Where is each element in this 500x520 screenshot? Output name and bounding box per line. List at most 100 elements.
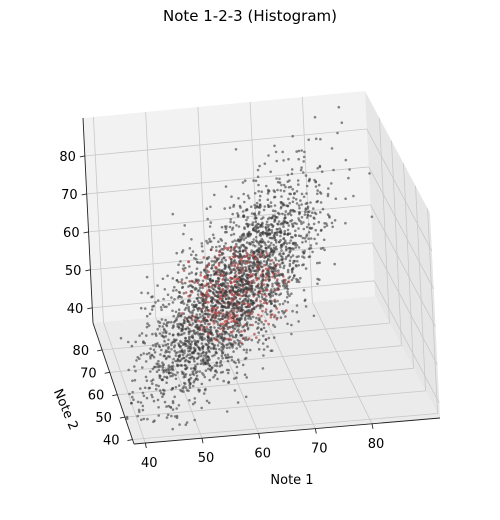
data-point	[272, 249, 275, 253]
data-point	[142, 340, 145, 343]
data-point	[237, 325, 241, 328]
data-point	[205, 300, 208, 304]
data-point	[270, 236, 273, 240]
data-point	[200, 406, 203, 410]
data-point	[218, 341, 221, 344]
data-point	[244, 314, 248, 318]
data-point	[171, 301, 175, 304]
data-point	[177, 308, 181, 312]
data-point	[250, 288, 253, 292]
data-point	[177, 333, 180, 337]
data-point	[217, 317, 220, 321]
data-point	[225, 246, 228, 250]
data-point	[219, 291, 222, 294]
data-point	[233, 260, 236, 263]
data-point	[256, 284, 259, 288]
data-point	[281, 261, 285, 265]
data-point	[257, 338, 261, 342]
data-point	[205, 312, 208, 316]
data-point	[145, 352, 149, 356]
data-point	[246, 295, 250, 299]
data-point	[186, 319, 189, 322]
data-point	[268, 228, 271, 231]
data-point	[281, 273, 284, 277]
data-point	[179, 339, 182, 343]
data-point	[312, 222, 316, 226]
grid-line-y-floor	[124, 390, 426, 418]
data-point	[214, 369, 218, 372]
data-point	[235, 365, 239, 369]
data-point	[202, 357, 205, 360]
data-point	[170, 414, 173, 418]
data-point	[271, 214, 275, 218]
data-point	[208, 225, 212, 228]
data-point	[119, 336, 123, 340]
data-point	[305, 184, 309, 188]
data-point	[204, 362, 207, 365]
data-point	[317, 220, 321, 224]
data-point	[138, 334, 141, 337]
data-point	[213, 326, 216, 329]
data-point	[221, 317, 225, 321]
data-point	[309, 244, 313, 247]
data-point	[165, 305, 168, 309]
data-point	[131, 390, 134, 394]
data-point	[278, 177, 281, 181]
data-point	[254, 269, 258, 273]
data-point	[221, 327, 224, 330]
data-point	[132, 398, 135, 402]
data-point	[236, 338, 240, 342]
data-point	[186, 347, 190, 350]
data-point	[232, 232, 236, 236]
data-point	[307, 223, 311, 226]
data-point	[158, 332, 162, 335]
data-point	[259, 300, 262, 303]
data-point	[166, 350, 169, 354]
data-point	[208, 278, 212, 281]
data-point	[277, 311, 281, 314]
data-point	[271, 294, 275, 297]
data-point	[171, 367, 174, 371]
data-point	[221, 343, 225, 346]
data-point	[269, 313, 273, 317]
data-point	[296, 259, 299, 263]
data-point	[139, 401, 143, 404]
data-point	[173, 344, 177, 347]
data-point	[140, 332, 144, 335]
data-point	[191, 303, 194, 307]
data-point	[201, 348, 204, 351]
data-point	[222, 271, 225, 274]
data-point	[262, 323, 266, 326]
data-point	[239, 290, 243, 294]
data-point	[192, 305, 195, 309]
grid-line-y-floor	[102, 322, 390, 351]
data-point	[230, 248, 233, 251]
data-point	[281, 302, 285, 306]
data-point	[145, 314, 149, 318]
data-point	[254, 235, 258, 239]
data-point	[209, 369, 213, 372]
data-point	[284, 248, 288, 252]
data-point	[209, 313, 212, 316]
data-point	[217, 301, 220, 305]
data-point	[184, 266, 187, 270]
data-point	[278, 240, 281, 244]
data-point	[238, 204, 242, 208]
data-point	[318, 164, 322, 168]
data-point	[246, 225, 250, 228]
data-point	[154, 301, 157, 304]
z-tick	[79, 155, 85, 158]
data-point	[191, 310, 194, 313]
data-point	[235, 324, 239, 328]
data-point	[180, 296, 183, 299]
data-point	[179, 363, 183, 367]
data-point	[207, 349, 211, 353]
data-point	[315, 200, 319, 204]
data-point	[234, 304, 237, 307]
data-point	[207, 358, 210, 362]
x-tick-label: 40	[141, 456, 158, 471]
grid-line-z-side	[370, 204, 436, 328]
data-point	[224, 185, 228, 188]
data-point	[191, 384, 195, 388]
data-point	[221, 297, 224, 300]
